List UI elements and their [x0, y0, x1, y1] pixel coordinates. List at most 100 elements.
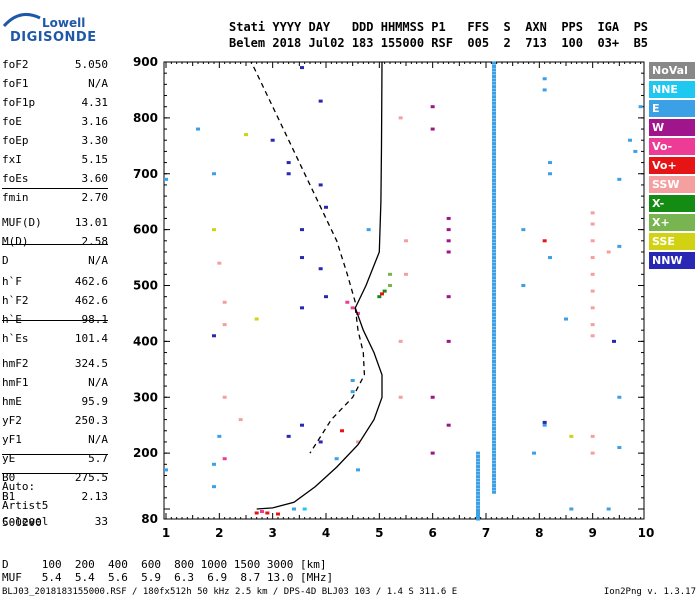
echo-trace — [492, 232, 496, 236]
echo-trace — [492, 95, 496, 99]
parameter-row: yF1 N/A — [2, 430, 108, 449]
echo-point — [542, 420, 547, 424]
echo-trace — [476, 498, 480, 502]
parameter-row: foE 3.16 — [2, 112, 108, 131]
echo-point — [590, 289, 595, 293]
x-tick-label: 7 — [482, 526, 490, 540]
echo-trace — [492, 410, 496, 414]
param-divider — [2, 188, 108, 189]
echo-trace — [492, 209, 496, 213]
legend-item: Vo- — [649, 138, 695, 155]
echo-trace — [492, 443, 496, 447]
echo-trace — [492, 242, 496, 246]
echo-trace — [492, 121, 496, 125]
echo-trace — [492, 252, 496, 256]
legend-item: SSE — [649, 233, 695, 250]
parameter-value: 3.30 — [81, 134, 109, 147]
echo-trace — [492, 286, 496, 290]
echo-point — [260, 510, 264, 513]
parameter-name: yF1 — [2, 433, 22, 446]
echo-point — [276, 512, 280, 516]
y-tick-label: 200 — [133, 446, 158, 460]
echo-trace — [492, 370, 496, 374]
parameter-value: 2.70 — [81, 191, 109, 204]
echo-trace — [492, 490, 496, 494]
echo-trace — [492, 319, 496, 323]
echo-trace — [476, 517, 480, 521]
echo-trace — [492, 390, 496, 394]
echo-trace — [492, 155, 496, 159]
echo-point — [222, 395, 227, 399]
parameter-value: 101.4 — [74, 332, 108, 345]
echo-point — [590, 323, 595, 327]
echo-trace — [492, 393, 496, 397]
echo-point — [217, 261, 222, 265]
echo-trace — [476, 471, 480, 475]
echo-trace — [492, 282, 496, 286]
parameter-name: foF2 — [2, 58, 29, 71]
echo-point — [350, 306, 355, 310]
parameter-name: h`F — [2, 275, 22, 288]
profile-dashed-line — [250, 61, 356, 303]
echo-trace — [492, 168, 496, 172]
echo-trace — [492, 145, 496, 149]
echo-trace — [492, 246, 496, 250]
echo-trace — [492, 406, 496, 410]
echo-trace — [476, 468, 480, 472]
echo-point — [398, 395, 403, 399]
auto-label: Auto: — [2, 480, 36, 493]
echo-trace — [492, 115, 496, 119]
echo-point — [617, 395, 622, 399]
echo-trace — [492, 396, 496, 400]
echo-trace — [492, 430, 496, 434]
parameter-name: foEp — [2, 134, 29, 147]
echo-point — [548, 256, 552, 260]
parameter-row: B1 2.13 — [2, 487, 108, 506]
echo-trace — [492, 212, 496, 216]
echo-trace — [492, 480, 496, 484]
echo-trace — [492, 400, 496, 404]
legend: NoVal NNE E W Vo- Vo+ SSW X- X+ SSE NNW — [649, 62, 695, 271]
echo-trace — [492, 185, 496, 189]
echo-point — [300, 66, 304, 70]
echo-point — [345, 300, 350, 304]
echo-trace — [492, 178, 496, 182]
version: Ion2Png v. 1.3.17 — [603, 587, 696, 597]
echo-point — [446, 295, 451, 299]
parameter-value: N/A — [88, 376, 108, 389]
parameter-name: fmin — [2, 191, 29, 204]
legend-item: SSW — [649, 176, 695, 193]
auto-artist: Artist5 — [2, 499, 49, 512]
echo-trace — [492, 420, 496, 424]
echo-point — [286, 161, 291, 165]
echo-trace — [492, 373, 496, 377]
echo-point — [270, 138, 275, 142]
echo-point — [350, 390, 355, 394]
echo-point — [617, 244, 622, 248]
echo-point — [446, 250, 451, 254]
echo-trace — [492, 299, 496, 303]
echo-trace — [492, 182, 496, 186]
echo-point — [590, 434, 595, 438]
echo-trace — [492, 460, 496, 464]
echo-trace — [492, 259, 496, 263]
echo-trace — [476, 465, 480, 469]
echo-trace — [492, 142, 496, 146]
echo-point — [628, 138, 632, 142]
echo-point — [388, 272, 392, 276]
parameter-value: 462.6 — [74, 275, 108, 288]
echo-trace — [492, 313, 496, 317]
echo-trace — [492, 386, 496, 390]
parameter-value: 5.050 — [74, 58, 108, 71]
echo-trace — [492, 125, 496, 129]
echo-point — [300, 306, 304, 310]
y-tick-label: 800 — [133, 111, 158, 125]
echo-trace — [492, 152, 496, 156]
echo-trace — [492, 199, 496, 203]
echo-trace — [492, 450, 496, 454]
parameter-name: hmF2 — [2, 357, 29, 370]
echo-point — [542, 77, 547, 81]
echo-point — [548, 172, 552, 176]
parameter-value: 275.5 — [74, 471, 108, 484]
echo-trace — [492, 463, 496, 467]
